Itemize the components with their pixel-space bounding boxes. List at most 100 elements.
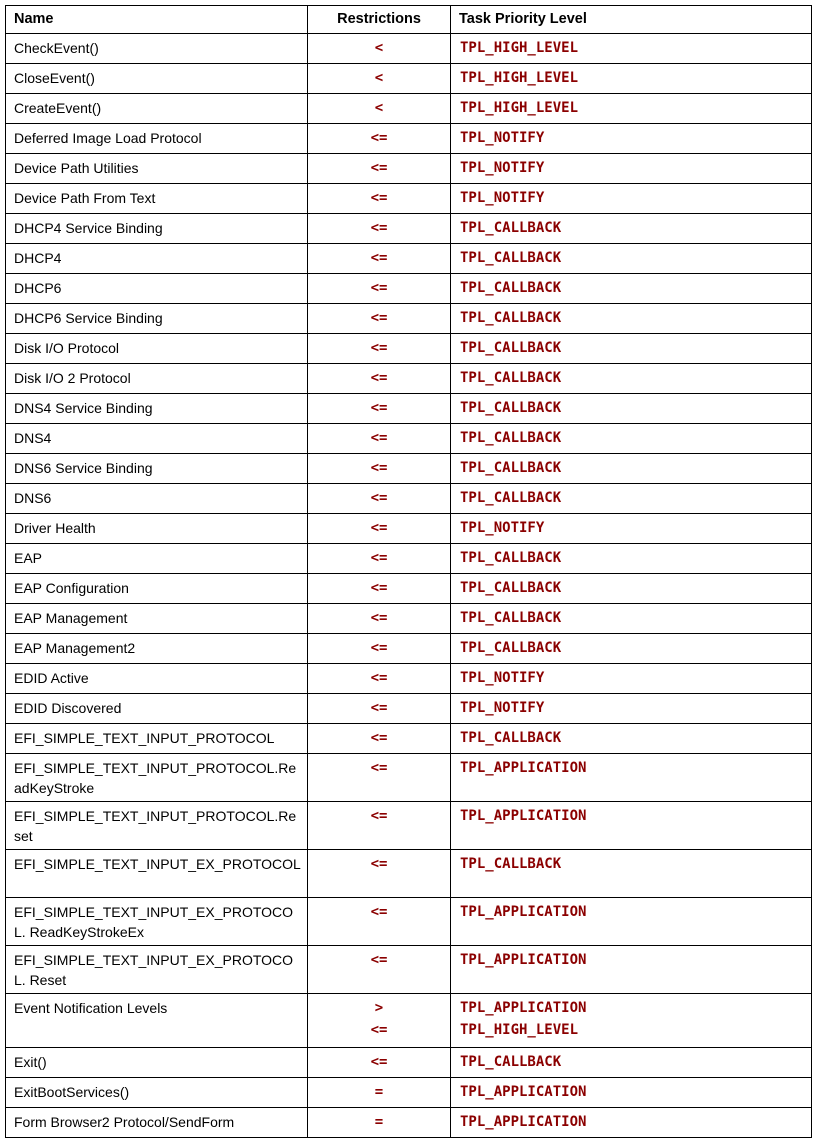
priority-level-value: TPL_CALLBACK <box>460 610 562 626</box>
priority-level-value: TPL_APPLICATION <box>460 760 587 776</box>
table-row: DHCP4 <= TPL_CALLBACK <box>5 243 812 274</box>
restriction-operator: <= <box>370 520 388 536</box>
cell-priority-level: TPL_CALLBACK <box>450 363 812 394</box>
cell-restriction: <= <box>307 453 451 484</box>
cell-name: CreateEvent() <box>5 93 308 124</box>
table-row: Driver Health <= TPL_NOTIFY <box>5 513 812 544</box>
cell-restriction: <= <box>307 303 451 334</box>
cell-restriction: <= <box>307 183 451 214</box>
cell-restriction: <= <box>307 243 451 274</box>
priority-level-value: TPL_HIGH_LEVEL <box>460 70 579 86</box>
cell-name: EFI_SIMPLE_TEXT_INPUT_EX_PROTOCOL. Reset <box>5 945 308 994</box>
cell-priority-level: TPL_NOTIFY <box>450 153 812 184</box>
cell-priority-level: TPL_APPLICATION <box>450 1077 812 1108</box>
cell-name: EAP Configuration <box>5 573 308 604</box>
cell-restriction: <= <box>307 483 451 514</box>
cell-name: DNS4 <box>5 423 308 454</box>
restriction-operator: <= <box>370 580 388 596</box>
priority-level-value: TPL_NOTIFY <box>460 520 545 536</box>
priority-level-value: TPL_NOTIFY <box>460 160 545 176</box>
table-row: EFI_SIMPLE_TEXT_INPUT_EX_PROTOCOL. Reset… <box>5 945 812 994</box>
cell-restriction: <= <box>307 663 451 694</box>
restriction-operator: <= <box>370 904 388 920</box>
cell-priority-level: TPL_CALLBACK <box>450 273 812 304</box>
header-level: Task Priority Level <box>450 5 812 34</box>
cell-name: EAP <box>5 543 308 574</box>
restriction-operator: <= <box>370 730 388 746</box>
header-name: Name <box>5 5 308 34</box>
table-row: Event Notification Levels > <= TPL_APPLICAT… <box>5 993 812 1048</box>
priority-level-value: TPL_CALLBACK <box>460 730 562 746</box>
cell-priority-level: TPL_CALLBACK <box>450 243 812 274</box>
cell-name: Event Notification Levels <box>5 993 308 1048</box>
restriction-operator: < <box>374 40 384 56</box>
cell-restriction: <= <box>307 573 451 604</box>
cell-priority-level: TPL_CALLBACK <box>450 303 812 334</box>
cell-priority-level: TPL_CALLBACK <box>450 333 812 364</box>
cell-restriction: <= <box>307 393 451 424</box>
cell-restriction: > <= <box>307 993 451 1048</box>
cell-priority-level: TPL_NOTIFY <box>450 513 812 544</box>
priority-level-value: TPL_CALLBACK <box>460 400 562 416</box>
priority-level-value: TPL_CALLBACK <box>460 550 562 566</box>
restriction-operator: <= <box>370 280 388 296</box>
restriction-operator: <= <box>370 460 388 476</box>
priority-level-value: TPL_NOTIFY <box>460 130 545 146</box>
cell-restriction: <= <box>307 897 451 946</box>
cell-restriction: <= <box>307 273 451 304</box>
restriction-operator: <= <box>370 250 388 266</box>
priority-level-value: TPL_HIGH_LEVEL <box>460 100 579 116</box>
table-row: DNS6 Service Binding <= TPL_CALLBACK <box>5 453 812 484</box>
priority-level-value: TPL_CALLBACK <box>460 580 562 596</box>
restriction-operator: <= <box>370 430 388 446</box>
table-row: EAP Configuration <= TPL_CALLBACK <box>5 573 812 604</box>
cell-name: EFI_SIMPLE_TEXT_INPUT_EX_PROTOCOL. ReadK… <box>5 897 308 946</box>
restriction-operator: < <box>374 70 384 86</box>
restriction-operator: <= <box>370 490 388 506</box>
cell-name: DHCP6 Service Binding <box>5 303 308 334</box>
cell-restriction: <= <box>307 633 451 664</box>
restriction-operator: <= <box>370 856 388 872</box>
cell-restriction: <= <box>307 693 451 724</box>
cell-priority-level: TPL_NOTIFY <box>450 663 812 694</box>
cell-priority-level: TPL_APPLICATION <box>450 753 812 802</box>
priority-level-value: TPL_CALLBACK <box>460 340 562 356</box>
priority-level-value: TPL_APPLICATION <box>460 952 587 968</box>
cell-priority-level: TPL_CALLBACK <box>450 213 812 244</box>
restriction-operator: <= <box>370 640 388 656</box>
restriction-operator: = <box>374 1114 384 1130</box>
cell-restriction: = <box>307 1077 451 1108</box>
table-row: Disk I/O 2 Protocol <= TPL_CALLBACK <box>5 363 812 394</box>
table-row: DNS6 <= TPL_CALLBACK <box>5 483 812 514</box>
cell-restriction: <= <box>307 753 451 802</box>
restriction-operator: <= <box>370 808 388 824</box>
cell-name: Disk I/O 2 Protocol <box>5 363 308 394</box>
table-row: DHCP6 Service Binding <= TPL_CALLBACK <box>5 303 812 334</box>
cell-name: EAP Management2 <box>5 633 308 664</box>
cell-restriction: <= <box>307 423 451 454</box>
table-row: Disk I/O Protocol <= TPL_CALLBACK <box>5 333 812 364</box>
restriction-operator: <= <box>370 952 388 968</box>
cell-priority-level: TPL_APPLICATION <box>450 945 812 994</box>
cell-restriction: <= <box>307 945 451 994</box>
table-row: Deferred Image Load Protocol <= TPL_NOTIFY <box>5 123 812 154</box>
cell-restriction: <= <box>307 513 451 544</box>
priority-level-value: TPL_CALLBACK <box>460 220 562 236</box>
table-row: EDID Active <= TPL_NOTIFY <box>5 663 812 694</box>
cell-name: EFI_SIMPLE_TEXT_INPUT_PROTOCOL.Reset <box>5 801 308 850</box>
table-row: EFI_SIMPLE_TEXT_INPUT_PROTOCOL.ReadKeySt… <box>5 753 812 802</box>
cell-priority-level: TPL_NOTIFY <box>450 123 812 154</box>
restriction-operator: = <box>374 1084 384 1100</box>
restriction-operator: <= <box>370 760 388 776</box>
cell-name: DHCP4 <box>5 243 308 274</box>
restriction-operator: <= <box>370 310 388 326</box>
table-header-row: Name Restrictions Task Priority Level <box>5 5 812 34</box>
cell-name: EFI_SIMPLE_TEXT_INPUT_EX_PROTOCOL <box>5 849 308 898</box>
restriction-operator: <= <box>370 190 388 206</box>
priority-level-value: TPL_NOTIFY <box>460 190 545 206</box>
tpl-restrictions-table: Name Restrictions Task Priority Level Ch… <box>5 5 812 1138</box>
priority-level-value: TPL_HIGH_LEVEL <box>460 1022 579 1038</box>
priority-level-value: TPL_CALLBACK <box>460 490 562 506</box>
priority-level-value: TPL_CALLBACK <box>460 640 562 656</box>
cell-name: DNS6 <box>5 483 308 514</box>
